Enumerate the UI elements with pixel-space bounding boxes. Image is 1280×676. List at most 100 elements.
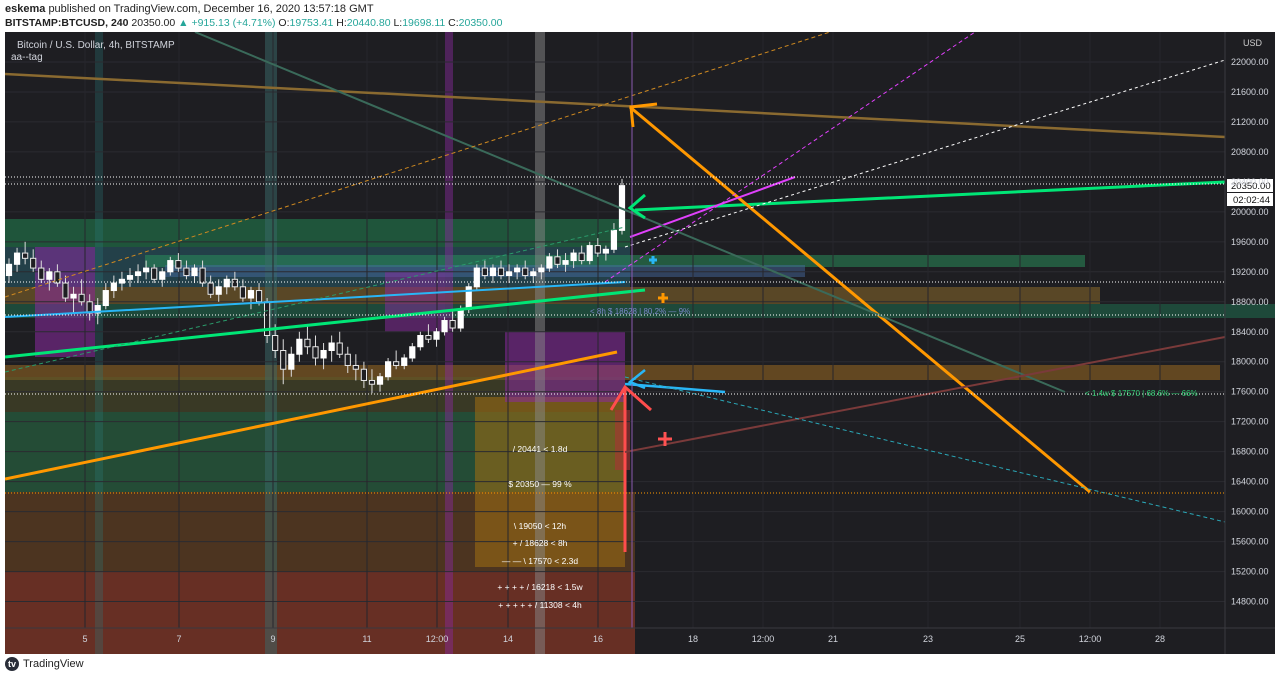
zone-10 <box>5 572 635 654</box>
x-tick-5: 14 <box>503 634 513 644</box>
candle-36 <box>296 331 303 362</box>
candle-67 <box>546 253 553 272</box>
candle-62 <box>505 264 513 284</box>
blue-arrowhead <box>627 369 646 390</box>
y-tick-15: 20800.00 <box>1231 147 1269 157</box>
candle-42 <box>344 346 351 373</box>
candle-17 <box>143 260 150 280</box>
candle-54 <box>441 316 448 336</box>
y-tick-13: 20000.00 <box>1231 207 1269 217</box>
annotation-6: + + + + + / 11308 < 4h <box>498 600 582 610</box>
candle-53 <box>433 328 440 347</box>
candle-39 <box>320 343 327 370</box>
candle-74 <box>602 245 609 261</box>
candle-35 <box>288 346 295 377</box>
candle-69 <box>562 253 569 272</box>
candle-18 <box>151 264 158 284</box>
candle-28 <box>231 271 238 291</box>
published-text: published on TradingView.com, December 1… <box>48 3 374 15</box>
change-value: ▲ +915.13 (+4.71%) <box>178 17 276 29</box>
x-tick-9: 21 <box>828 634 838 644</box>
annotation-0: / 20441 < 1.8d <box>513 444 568 454</box>
candle-63 <box>514 264 521 280</box>
candle-16 <box>134 264 142 284</box>
low-value: 19698.11 <box>402 17 446 29</box>
candle-6 <box>54 264 61 287</box>
y-tick-12: 19600.00 <box>1231 237 1269 247</box>
y-tick-3: 16000.00 <box>1231 507 1269 517</box>
candle-73 <box>594 238 601 257</box>
drawing-line-12 <box>624 59 1226 248</box>
currency-label[interactable]: USD <box>1243 38 1263 48</box>
drawing-line-2 <box>5 350 618 481</box>
y-tick-7: 17600.00 <box>1231 387 1269 397</box>
annotation-2: \ 19050 < 12h <box>514 521 567 531</box>
chart-panel[interactable]: / 20441 < 1.8d $ 20350 — 99 % \ 19050 < 12… <box>5 32 1275 654</box>
x-tick-0: 5 <box>82 634 87 644</box>
close-value: 20350.00 <box>458 17 503 29</box>
candle-26 <box>215 279 222 302</box>
side-label-right: < 1.4w $ 17570 | 68.6% — 66% <box>1085 389 1198 398</box>
candle-13 <box>110 275 117 299</box>
candle-8 <box>70 286 77 314</box>
candle-9 <box>78 279 85 306</box>
publisher-name[interactable]: eskema <box>5 3 46 15</box>
candle-15 <box>126 268 134 287</box>
candle-59 <box>481 260 488 280</box>
zone-5 <box>5 304 1275 318</box>
zone-2 <box>145 255 1085 267</box>
candle-45 <box>368 369 376 394</box>
drawing-line-13 <box>604 32 976 283</box>
candle-48 <box>393 350 400 370</box>
footer-brand[interactable]: TradingView <box>23 658 84 670</box>
candle-2 <box>22 241 29 265</box>
annotation-4: — — \ 17570 < 2.3d <box>502 556 579 566</box>
candle-66 <box>538 264 545 280</box>
candle-64 <box>522 260 529 280</box>
candle-41 <box>336 331 343 358</box>
high-label: H: <box>336 17 347 29</box>
y-tick-8: 18000.00 <box>1231 357 1269 367</box>
x-tick-10: 23 <box>923 634 933 644</box>
zone-16 <box>445 32 453 654</box>
candle-49 <box>401 354 408 370</box>
candle-76 <box>618 178 626 235</box>
candle-23 <box>191 264 198 284</box>
zone-18 <box>95 32 103 654</box>
candle-65 <box>530 268 537 284</box>
y-tick-1: 15200.00 <box>1231 567 1269 577</box>
candle-46 <box>376 372 384 392</box>
ohlc-line: BITSTAMP:BTCUSD, 240 20350.00 ▲ +915.13 … <box>5 17 502 29</box>
x-tick-12: 12:00 <box>1079 634 1102 644</box>
green-arrowhead <box>627 193 646 220</box>
candle-55 <box>449 309 456 332</box>
x-tick-6: 16 <box>593 634 603 644</box>
zone-15 <box>265 32 277 654</box>
y-tick-17: 21600.00 <box>1231 87 1269 97</box>
candle-58 <box>473 264 480 291</box>
drawing-line-1 <box>634 180 1226 212</box>
price-chart[interactable]: / 20441 < 1.8d $ 20350 — 99 % \ 19050 < 12… <box>5 32 1275 654</box>
candle-60 <box>489 264 497 284</box>
candle-21 <box>175 253 182 272</box>
candle-1 <box>13 247 21 272</box>
candle-22 <box>183 260 190 280</box>
zone-19 <box>615 410 630 470</box>
low-label: L: <box>393 17 403 29</box>
y-tick-2: 15600.00 <box>1231 537 1269 547</box>
tradingview-logo-icon[interactable]: tv <box>5 657 19 671</box>
candle-34 <box>280 339 287 385</box>
candle-38 <box>312 335 319 366</box>
legend-indicator[interactable]: aa--tag <box>11 52 43 63</box>
y-tick-6: 17200.00 <box>1231 417 1269 427</box>
candle-24 <box>199 260 206 287</box>
drawing-line-9 <box>194 32 1066 393</box>
zone-0 <box>5 219 630 247</box>
symbol-line: BITSTAMP:BTCUSD, 240 <box>5 17 129 29</box>
drawing-line-14 <box>624 376 1226 523</box>
x-tick-7: 18 <box>688 634 698 644</box>
side-label-mid: < 8h $ 18628 | 80.2% — 9% <box>590 307 690 316</box>
drawing-line-5 <box>5 72 1226 139</box>
candle-5 <box>46 268 53 291</box>
x-tick-4: 12:00 <box>426 634 449 644</box>
